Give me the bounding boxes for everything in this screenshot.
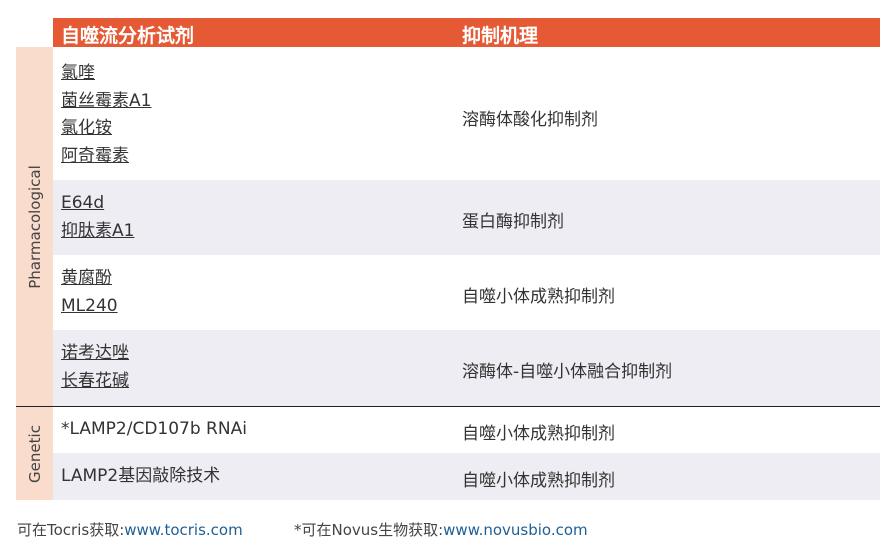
reagent-link[interactable]: 长春花碱	[61, 370, 129, 391]
group-label-pharmacological: Pharmacological	[16, 47, 53, 406]
mechanism: 自噬小体成熟抑制剂	[462, 287, 615, 307]
reagent-link[interactable]: 氯喹	[61, 63, 95, 83]
mechanism: 自噬小体成熟抑制剂	[462, 471, 615, 491]
footer-novus: *可在Novus生物获取:www.novusbio.com	[294, 521, 588, 539]
footer-tocris: 可在Tocris获取:www.tocris.com	[17, 521, 243, 539]
reagent-link[interactable]: 阿奇霉素	[61, 145, 129, 166]
reagent-link[interactable]: 抑肽素A1	[61, 220, 135, 241]
reagent-link[interactable]: 诺考达唑	[61, 343, 129, 363]
reagent-link[interactable]: ML240	[61, 295, 118, 316]
table-row: 诺考达唑 长春花碱 溶酶体-自噬小体融合抑制剂	[53, 330, 880, 406]
novus-link[interactable]: www.novusbio.com	[443, 521, 588, 539]
tocris-link[interactable]: www.tocris.com	[124, 521, 243, 539]
table-header: 自噬流分析试剂 抑制机理	[53, 18, 880, 47]
reagent: LAMP2基因敲除技术	[61, 466, 221, 486]
reagent: *LAMP2/CD107b RNAi	[61, 419, 247, 439]
group-label-genetic: Genetic	[16, 407, 53, 500]
group-divider	[16, 406, 880, 407]
header-mechanism: 抑制机理	[462, 25, 539, 47]
reagent-link[interactable]: 氯化铵	[61, 118, 112, 138]
reagent-link[interactable]: 菌丝霉素A1	[61, 90, 152, 111]
mechanism: 溶酶体-自噬小体融合抑制剂	[462, 362, 673, 382]
header-reagent: 自噬流分析试剂	[61, 25, 195, 47]
mechanism: 自噬小体成熟抑制剂	[462, 424, 615, 444]
table-row: 黄腐酚 ML240 自噬小体成熟抑制剂	[53, 255, 880, 330]
table-row: E64d 抑肽素A1 蛋白酶抑制剂	[53, 180, 880, 255]
mechanism: 溶酶体酸化抑制剂	[462, 110, 598, 130]
mechanism: 蛋白酶抑制剂	[462, 212, 564, 232]
table-row: 氯喹 菌丝霉素A1 氯化铵 阿奇霉素 溶酶体酸化抑制剂	[53, 47, 880, 180]
table-row: LAMP2基因敲除技术 自噬小体成熟抑制剂	[53, 453, 880, 500]
table-row: *LAMP2/CD107b RNAi 自噬小体成熟抑制剂	[53, 407, 880, 453]
reagent-link[interactable]: 黄腐酚	[61, 268, 112, 288]
reagent-link[interactable]: E64d	[61, 193, 105, 213]
